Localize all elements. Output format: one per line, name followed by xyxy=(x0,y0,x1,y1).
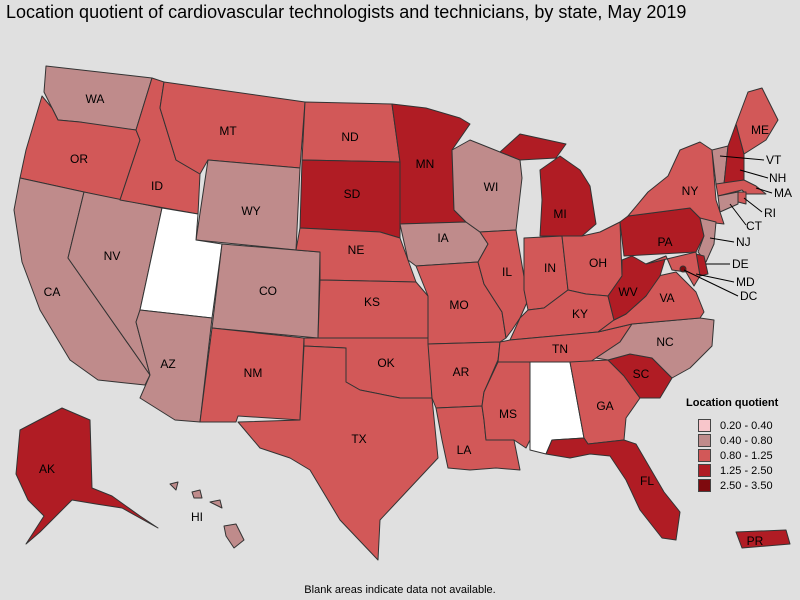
state-label-MI: MI xyxy=(553,207,566,221)
legend-item: 2.50 - 3.50 xyxy=(698,478,778,493)
state-KS[interactable] xyxy=(317,279,429,339)
footnote: Blank areas indicate data not available. xyxy=(304,584,496,596)
state-label-AK: AK xyxy=(39,462,55,476)
state-label-MN: MN xyxy=(416,157,435,171)
state-NH[interactable] xyxy=(723,123,745,185)
state-label-CT: CT xyxy=(746,219,763,233)
state-label-SC: SC xyxy=(633,367,650,381)
state-label-KS: KS xyxy=(364,295,380,309)
legend-item: 0.20 - 0.40 xyxy=(698,418,778,433)
state-label-AR: AR xyxy=(453,365,470,379)
legend-label: 0.40 - 0.80 xyxy=(720,434,773,447)
state-label-MD: MD xyxy=(736,275,755,289)
state-label-HI: HI xyxy=(191,510,203,524)
state-label-IN: IN xyxy=(544,261,556,275)
state-label-RI: RI xyxy=(764,206,776,220)
state-label-WI: WI xyxy=(484,180,499,194)
state-WI[interactable] xyxy=(451,139,523,233)
state-label-NC: NC xyxy=(656,335,674,349)
state-MI[interactable] xyxy=(499,133,597,237)
state-label-OH: OH xyxy=(589,256,607,270)
state-label-KY: KY xyxy=(572,307,588,321)
state-label-TX: TX xyxy=(351,432,366,446)
legend-label: 2.50 - 3.50 xyxy=(720,479,773,492)
state-NY[interactable] xyxy=(627,141,725,225)
state-label-CO: CO xyxy=(259,284,277,298)
state-label-CA: CA xyxy=(44,285,61,299)
state-label-VA: VA xyxy=(659,291,674,305)
legend-label: 0.80 - 1.25 xyxy=(720,449,773,462)
state-TX[interactable] xyxy=(237,345,439,561)
state-label-NY: NY xyxy=(682,184,699,198)
state-CT[interactable] xyxy=(717,191,739,213)
state-label-NH: NH xyxy=(769,171,786,185)
state-shapes xyxy=(13,65,791,561)
state-AZ[interactable] xyxy=(135,309,213,423)
state-label-OK: OK xyxy=(377,356,394,370)
state-MD[interactable] xyxy=(645,251,701,287)
state-label-LA: LA xyxy=(457,443,472,457)
legend-swatch xyxy=(698,449,711,462)
legend-swatch xyxy=(698,434,711,447)
legend-item: 0.40 - 0.80 xyxy=(698,433,778,448)
state-label-NV: NV xyxy=(104,249,121,263)
legend-title: Location quotient xyxy=(686,397,779,409)
state-ME[interactable] xyxy=(735,87,779,155)
state-label-ID: ID xyxy=(151,179,163,193)
state-label-NE: NE xyxy=(348,243,365,257)
legend-swatch xyxy=(698,479,711,492)
state-label-WA: WA xyxy=(86,92,105,106)
state-label-SD: SD xyxy=(344,187,361,201)
state-label-MA: MA xyxy=(774,186,792,200)
map-title: Location quotient of cardiovascular tech… xyxy=(6,2,687,22)
legend-swatch xyxy=(698,419,711,432)
state-label-PA: PA xyxy=(657,235,672,249)
state-NJ[interactable] xyxy=(697,217,717,263)
state-label-NJ: NJ xyxy=(736,235,751,249)
state-label-MT: MT xyxy=(219,124,237,138)
legend-label: 1.25 - 2.50 xyxy=(720,464,773,477)
state-label-MO: MO xyxy=(449,298,468,312)
state-label-IL: IL xyxy=(502,265,512,279)
state-label-AZ: AZ xyxy=(160,357,175,371)
state-label-IA: IA xyxy=(437,231,448,245)
map-legend: Location quotient 0.20 - 0.40 0.40 - 0.8… xyxy=(686,397,778,493)
state-IL[interactable] xyxy=(477,229,529,339)
state-label-ND: ND xyxy=(341,130,359,144)
state-label-DC: DC xyxy=(740,289,758,303)
state-label-DE: DE xyxy=(732,257,749,271)
state-HI[interactable] xyxy=(169,481,245,549)
legend-item: 1.25 - 2.50 xyxy=(698,463,778,478)
state-label-GA: GA xyxy=(596,399,613,413)
legend-swatch xyxy=(698,464,711,477)
state-label-FL: FL xyxy=(640,474,654,488)
state-label-WY: WY xyxy=(241,204,260,218)
legend-item: 0.80 - 1.25 xyxy=(698,448,778,463)
state-label-WV: WV xyxy=(618,285,637,299)
state-labels: WA OR CA NV ID MT WY AZ CO NM ND SD NE K… xyxy=(39,92,792,548)
state-PR[interactable] xyxy=(735,529,791,549)
label-leader-lines xyxy=(683,155,773,297)
state-label-MS: MS xyxy=(499,407,517,421)
state-AK[interactable] xyxy=(15,407,159,545)
state-label-ME: ME xyxy=(751,123,769,137)
state-label-PR: PR xyxy=(747,534,764,548)
state-DC[interactable] xyxy=(679,265,687,273)
state-FL[interactable] xyxy=(545,437,681,541)
legend-label: 0.20 - 0.40 xyxy=(720,419,773,432)
state-label-VT: VT xyxy=(766,153,782,167)
state-NC[interactable] xyxy=(595,317,715,379)
state-label-OR: OR xyxy=(70,152,88,166)
state-label-TN: TN xyxy=(552,342,568,356)
state-label-NM: NM xyxy=(244,366,263,380)
